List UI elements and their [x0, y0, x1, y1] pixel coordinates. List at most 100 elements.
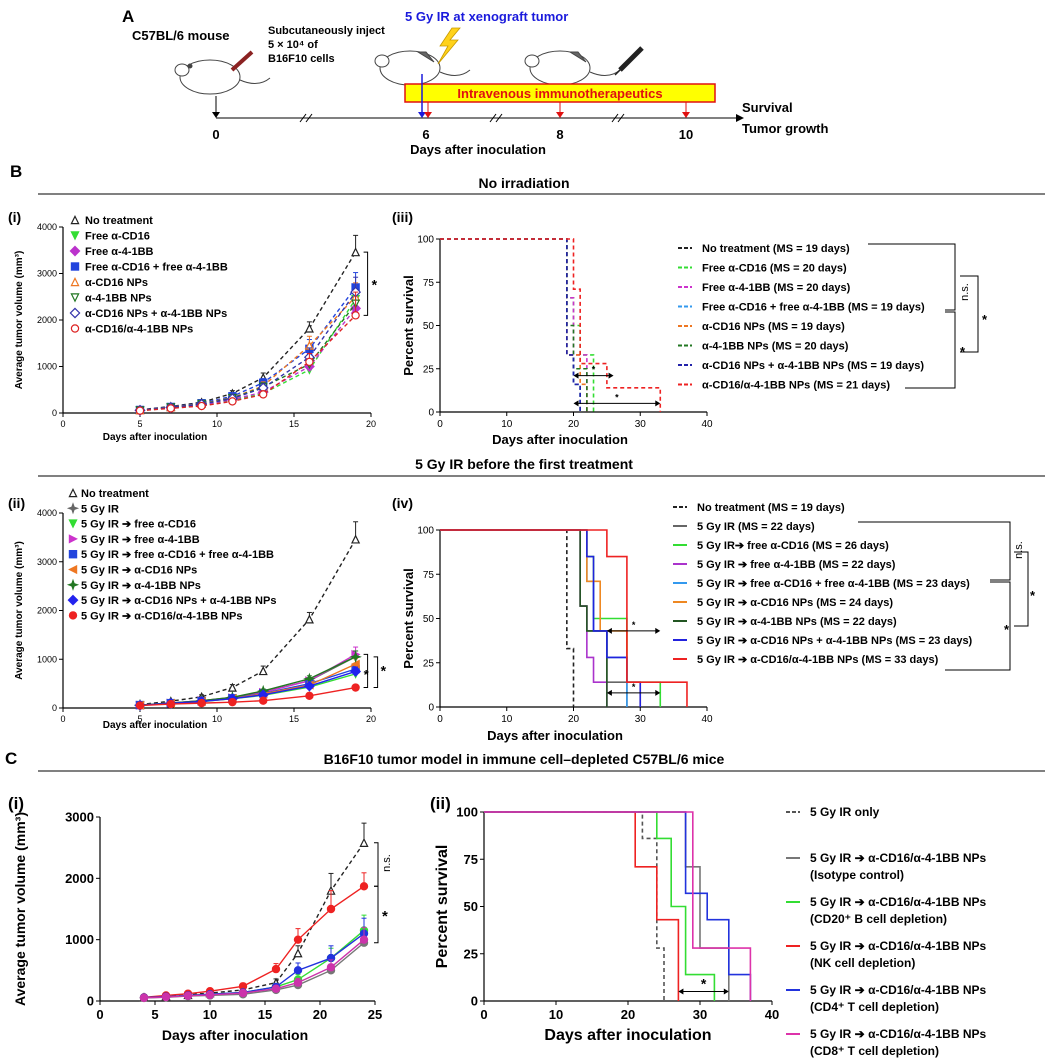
panel-label: (ii) [430, 794, 451, 813]
x-tick-label: 25 [368, 1007, 382, 1022]
timeline-tick-8: 8 [556, 127, 563, 142]
panel-label: (i) [8, 209, 21, 225]
data-point [359, 935, 369, 944]
significance-star-outer: * [982, 312, 988, 327]
data-point [305, 357, 314, 367]
significance-star: * [632, 620, 636, 630]
legend-label-2: Free α-4-1BB (MS = 20 days) [702, 282, 851, 294]
y-tick-label: 2000 [37, 315, 57, 325]
survival-curve-3 [440, 529, 608, 707]
y-tick-label: 100 [417, 235, 434, 246]
x-tick-label: 0 [437, 419, 443, 430]
timeline-tick-6: 6 [422, 127, 429, 142]
survival-curve-4 [440, 238, 588, 412]
x-tick-label: 15 [289, 419, 299, 429]
y-tick-label: 75 [423, 570, 435, 581]
chart-ci-tumor-volume: 0 5 10 15 20 25 0 1000 2000 3000 (i) Days after ino… [8, 794, 393, 1043]
data-point [135, 406, 145, 415]
legend-marker [68, 488, 78, 498]
data-point [293, 966, 303, 975]
series-1 [135, 284, 361, 416]
legend-marker [68, 534, 78, 544]
significance-star: * [615, 392, 619, 402]
y-tick-label: 2000 [65, 871, 94, 886]
survival-curve-6 [440, 238, 581, 412]
bracket [363, 251, 369, 316]
timeline-right-2: Tumor growth [742, 121, 828, 136]
data-point [351, 534, 361, 544]
data-point [271, 964, 281, 974]
legend-marker [69, 245, 81, 257]
data-point [351, 683, 360, 692]
x-tick-label: 5 [151, 1007, 158, 1022]
ir-label: 5 Gy IR at xenograft tumor [405, 9, 568, 24]
legend-sublabel-5: (CD8⁺ T cell depletion) [810, 1044, 939, 1058]
significance-ns: n.s. [959, 283, 971, 301]
legend-label-2: 5 Gy IR➔ free α-CD16 (MS = 26 days) [697, 540, 889, 552]
y-axis-label: Percent survival [434, 845, 451, 969]
x-tick-label: 20 [621, 1007, 635, 1022]
y-tick-label: 100 [456, 805, 478, 820]
x-axis-label: Days after inoculation [103, 432, 207, 443]
survival-curve-0 [484, 811, 665, 1001]
legend-label-4: α-CD16 NPs [85, 277, 148, 289]
timeline-breaks [299, 113, 625, 123]
data-point [166, 699, 175, 709]
y-axis-label: Average tumor volume (mm³) [14, 541, 25, 680]
bracket-outer [373, 656, 379, 689]
legend-label-8: 5 Gy IR ➔ α-CD16/α-4-1BB NPs (MS = 33 da… [697, 654, 939, 666]
mouse-icon-1 [174, 50, 271, 95]
y-tick-label: 25 [464, 946, 478, 961]
legend-biv: No treatment (MS = 19 days) 5 Gy IR (MS =… [673, 502, 1036, 671]
panel-label: (iv) [392, 495, 413, 511]
legend-bii: No treatment 5 Gy IR 5 Gy IR ➔ free α-CD16… [66, 488, 276, 622]
x-tick-label: 20 [568, 714, 580, 725]
y-axis-label: Percent survival [401, 275, 416, 375]
x-axis-label: Days after inoculation [544, 1027, 711, 1044]
data-point [326, 904, 336, 914]
survival-curve-8 [440, 529, 688, 707]
legend-marker [70, 293, 80, 303]
chart-biv-survival: 0 10 20 30 40 0 25 50 75 100 (iv) Days after inocul… [392, 495, 713, 743]
legend-label-6: α-CD16 NPs + α-4-1BB NPs [85, 308, 227, 320]
legend-label-5: 5 Gy IR ➔ α-CD16/α-4-1BB NPs [810, 1027, 987, 1041]
y-tick-label: 50 [423, 321, 435, 332]
bracket-star [374, 885, 379, 944]
chart-biii-survival: 0 10 20 30 40 0 25 50 75 100 (iii) Days after inocu… [392, 209, 713, 447]
legend-label-4: α-CD16 NPs (MS = 19 days) [702, 321, 845, 333]
x-tick-label: 10 [501, 714, 513, 725]
arrowhead-left [606, 689, 612, 696]
x-tick-label: 10 [549, 1007, 563, 1022]
arrowhead-right [723, 988, 729, 995]
data-point [304, 614, 314, 624]
series-7 [135, 291, 360, 415]
x-tick-label: 0 [480, 1007, 487, 1022]
survival-curve-0 [440, 529, 575, 707]
series-4 [139, 917, 369, 1002]
legend-label-3: 5 Gy IR ➔ free α-4-1BB (MS = 22 days) [697, 559, 896, 571]
legend-label-2: Free α-4-1BB [85, 246, 154, 258]
y-tick-label: 0 [87, 994, 94, 1009]
data-point [305, 691, 314, 701]
significance-star: * [632, 682, 636, 692]
timeline-tick-10: 10 [679, 127, 693, 142]
arrowhead-left [678, 988, 684, 995]
series-5 [139, 926, 369, 1003]
x-tick-label: 10 [203, 1007, 217, 1022]
x-tick-label: 40 [701, 419, 713, 430]
data-point [228, 397, 237, 406]
data-point [227, 682, 237, 692]
data-point [205, 990, 215, 1000]
legend-marker [68, 564, 78, 575]
significance-ns: n.s. [1013, 541, 1025, 559]
y-tick-label: 75 [464, 852, 478, 867]
panel-label: (i) [8, 794, 24, 813]
timeline-xlabel: Days after inoculation [410, 142, 546, 157]
legend-label-0: No treatment (MS = 19 days) [697, 502, 845, 514]
legend-bi: No treatment Free α-CD16 Free α-4-1BB Free … [69, 215, 228, 336]
data-point [259, 696, 268, 705]
data-point [293, 935, 303, 944]
y-tick-label: 1000 [37, 654, 57, 664]
legend-marker [68, 549, 78, 559]
